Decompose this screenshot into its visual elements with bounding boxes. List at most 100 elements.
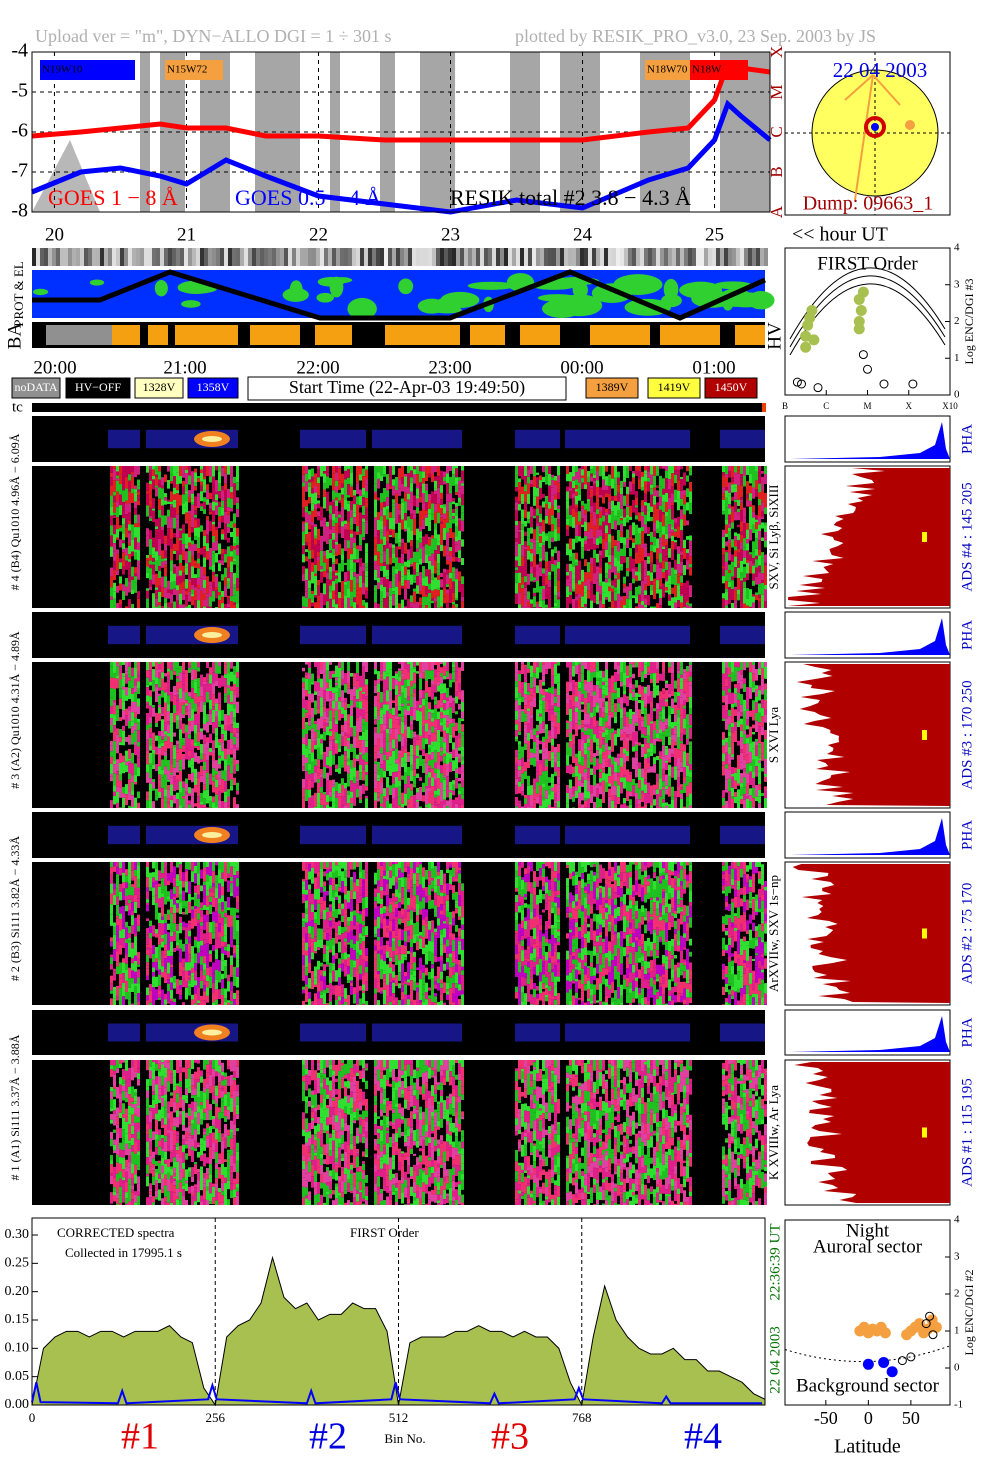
spectrogram-cell	[431, 550, 434, 554]
spectrogram-cell	[155, 687, 158, 698]
spectrogram-cell	[389, 565, 392, 570]
spectrogram-cell	[755, 600, 758, 608]
spectrogram-cell	[632, 538, 635, 542]
spectrogram-cell	[662, 489, 665, 495]
spectrogram-cell	[188, 563, 191, 571]
spectrogram-cell	[686, 601, 689, 603]
spectrogram-cell	[596, 604, 599, 608]
spectrogram-cell	[683, 490, 686, 495]
spectrogram-cell	[527, 504, 530, 512]
spectrogram-cell	[149, 751, 152, 753]
spectrogram-cell	[389, 477, 392, 486]
spectrogram-cell	[119, 662, 122, 666]
spectrogram-cell	[134, 466, 137, 477]
spectrogram-cell	[359, 481, 362, 490]
spectrogram-cell	[212, 522, 215, 525]
spectrogram-cell	[680, 583, 683, 586]
spectrogram-cell	[155, 779, 158, 789]
spectrogram-cell	[179, 673, 182, 682]
spectrogram-cell	[548, 466, 551, 474]
spectrogram-cell	[338, 466, 341, 468]
spectrogram-cell	[728, 466, 731, 471]
strip-ba-on	[660, 325, 720, 345]
spectrogram-cell	[179, 666, 182, 673]
strip-cell	[624, 248, 628, 266]
spectrogram-cell	[221, 508, 224, 516]
spectrogram-cell	[185, 768, 188, 778]
spectrogram-cell	[110, 781, 113, 789]
spectrogram-cell	[185, 792, 188, 795]
spectrogram-cell	[314, 715, 317, 721]
spectrogram-cell	[323, 542, 326, 551]
spectrogram-cell	[164, 501, 167, 505]
spectrogram-cell	[320, 739, 323, 743]
spectrogram-cell	[608, 515, 611, 523]
spectrogram-cell	[218, 592, 221, 595]
spectrogram-cell	[668, 548, 671, 558]
spectrogram-cell	[170, 692, 173, 694]
spectrogram-cell	[338, 490, 341, 493]
spectrogram-cell	[587, 599, 590, 608]
time-tick-label: 23:00	[428, 357, 471, 378]
spectrogram-cell	[344, 606, 347, 608]
strip-green	[664, 279, 679, 300]
spectrogram-cell	[173, 518, 176, 529]
spectrogram-cell	[215, 717, 218, 728]
spectrogram-cell	[230, 499, 233, 509]
spectrogram-cell	[176, 793, 179, 799]
spectrogram-cell	[182, 781, 185, 787]
spectrogram-cell	[308, 559, 311, 567]
spectrogram-cell	[308, 673, 311, 679]
spectrogram-cell	[353, 524, 356, 531]
spectrogram-cell	[146, 773, 149, 783]
spectrogram-cell	[134, 567, 137, 573]
spectrogram-cell	[233, 674, 236, 684]
spectrogram-cell	[323, 577, 326, 583]
spectrogram-cell	[401, 530, 404, 539]
strip-cell	[176, 248, 180, 266]
spectrogram-cell	[566, 509, 569, 519]
spectrogram-cell	[683, 530, 686, 535]
spectrogram-cell	[584, 541, 587, 544]
spectrogram-cell	[137, 730, 140, 742]
spectrogram-cell	[131, 524, 134, 536]
spectrogram-cell	[638, 594, 641, 601]
spectrogram-cell	[590, 517, 593, 528]
spectrogram-cell	[671, 597, 674, 602]
spectrogram-cell	[236, 555, 239, 567]
spectrogram-cell	[332, 780, 335, 785]
spectrogram-cell	[527, 512, 530, 520]
spectrogram-cell	[188, 787, 191, 793]
spectrogram-cell	[446, 545, 449, 550]
spectrogram-cell	[419, 601, 422, 605]
spectrogram-cell	[350, 760, 353, 768]
spectrogram-cell	[746, 498, 749, 500]
spectrogram-cell	[350, 607, 353, 608]
spectrogram-cell	[302, 771, 305, 779]
spectrogram-cell	[569, 472, 572, 481]
spectrogram-cell	[758, 499, 761, 505]
spectrogram-cell	[542, 552, 545, 561]
spectrogram-cell	[749, 483, 752, 485]
spectrogram-cell	[533, 466, 536, 476]
spectrogram-cell	[188, 592, 191, 602]
spectrogram-cell	[236, 540, 239, 545]
spectrogram-cell	[419, 605, 422, 608]
spectrogram-cell	[347, 689, 350, 694]
spectrogram-cell	[458, 498, 461, 502]
spectrogram-cell	[653, 579, 656, 585]
spectrogram-cell	[113, 760, 116, 764]
spectrogram-cell	[233, 766, 236, 774]
spectrogram-cell	[137, 560, 140, 566]
spectrogram-cell	[425, 494, 428, 503]
spectrogram-cell	[578, 536, 581, 541]
spectrogram-cell	[416, 594, 419, 602]
spectrogram-cell	[740, 497, 743, 499]
spectrogram-cell	[161, 499, 164, 506]
spectrogram-cell	[536, 477, 539, 488]
spectrogram-cell	[578, 561, 581, 571]
spectrogram-cell	[329, 807, 332, 808]
spectrogram-cell	[725, 541, 728, 546]
spectrogram-cell	[233, 532, 236, 543]
spectrogram-cell	[122, 787, 125, 793]
